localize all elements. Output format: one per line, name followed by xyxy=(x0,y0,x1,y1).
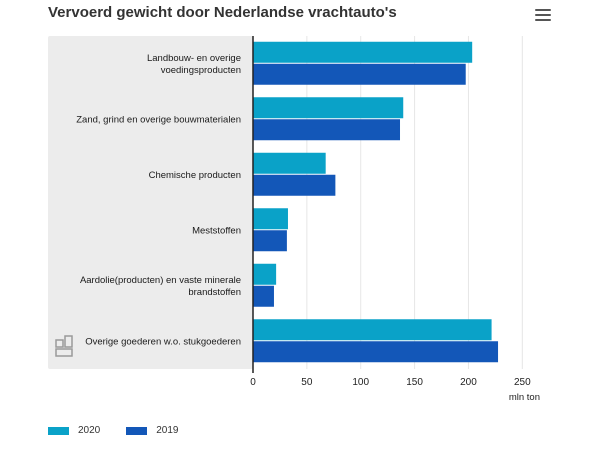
legend-item-2020[interactable]: 2020 xyxy=(48,425,100,436)
bar-2019-3[interactable] xyxy=(253,230,287,252)
cbs-logo-icon xyxy=(55,335,73,357)
bar-2020-1[interactable] xyxy=(253,97,404,119)
bar-2019-1[interactable] xyxy=(253,119,401,141)
x-tick-label-50: 50 xyxy=(301,377,313,388)
bar-2020-5[interactable] xyxy=(253,319,492,341)
legend-swatch-2019 xyxy=(126,426,148,435)
bar-2020-3[interactable] xyxy=(253,208,288,230)
hamburger-menu-icon[interactable] xyxy=(535,9,551,23)
bar-2019-4[interactable] xyxy=(253,285,274,307)
category-label-0-0: Landbouw- en overige xyxy=(147,53,241,64)
bar-2019-5[interactable] xyxy=(253,341,499,363)
category-label-1-0: Zand, grind en overige bouwmaterialen xyxy=(76,114,241,125)
plot-background xyxy=(48,36,253,369)
category-label-4-1: brandstoffen xyxy=(188,287,241,298)
legend-swatch-2020 xyxy=(48,426,69,435)
category-label-0-1: voedingsproducten xyxy=(161,65,241,76)
legend-label-2020: 2020 xyxy=(78,425,101,436)
legend-item-2019[interactable]: 2019 xyxy=(126,425,179,436)
x-tick-label-0: 0 xyxy=(250,377,256,388)
bar-2020-4[interactable] xyxy=(253,263,277,285)
x-tick-label-150: 150 xyxy=(406,377,423,388)
legend: 2020 2019 xyxy=(48,425,205,436)
category-label-3-0: Meststoffen xyxy=(192,225,241,236)
bar-2019-2[interactable] xyxy=(253,174,336,196)
legend-label-2019: 2019 xyxy=(156,425,179,436)
category-label-5-0: Overige goederen w.o. stukgoederen xyxy=(85,336,241,347)
category-label-2-0: Chemische producten xyxy=(149,170,241,181)
bar-2020-2[interactable] xyxy=(253,152,326,174)
bar-2020-0[interactable] xyxy=(253,41,473,63)
x-tick-label-250: 250 xyxy=(514,377,531,388)
chart-title: Vervoerd gewicht door Nederlandse vracht… xyxy=(48,4,397,21)
x-axis-label: mln ton xyxy=(509,392,540,403)
bar-2019-0[interactable] xyxy=(253,63,466,85)
x-tick-label-200: 200 xyxy=(460,377,477,388)
category-label-4-0: Aardolie(producten) en vaste minerale xyxy=(80,275,241,286)
x-tick-label-100: 100 xyxy=(352,377,369,388)
